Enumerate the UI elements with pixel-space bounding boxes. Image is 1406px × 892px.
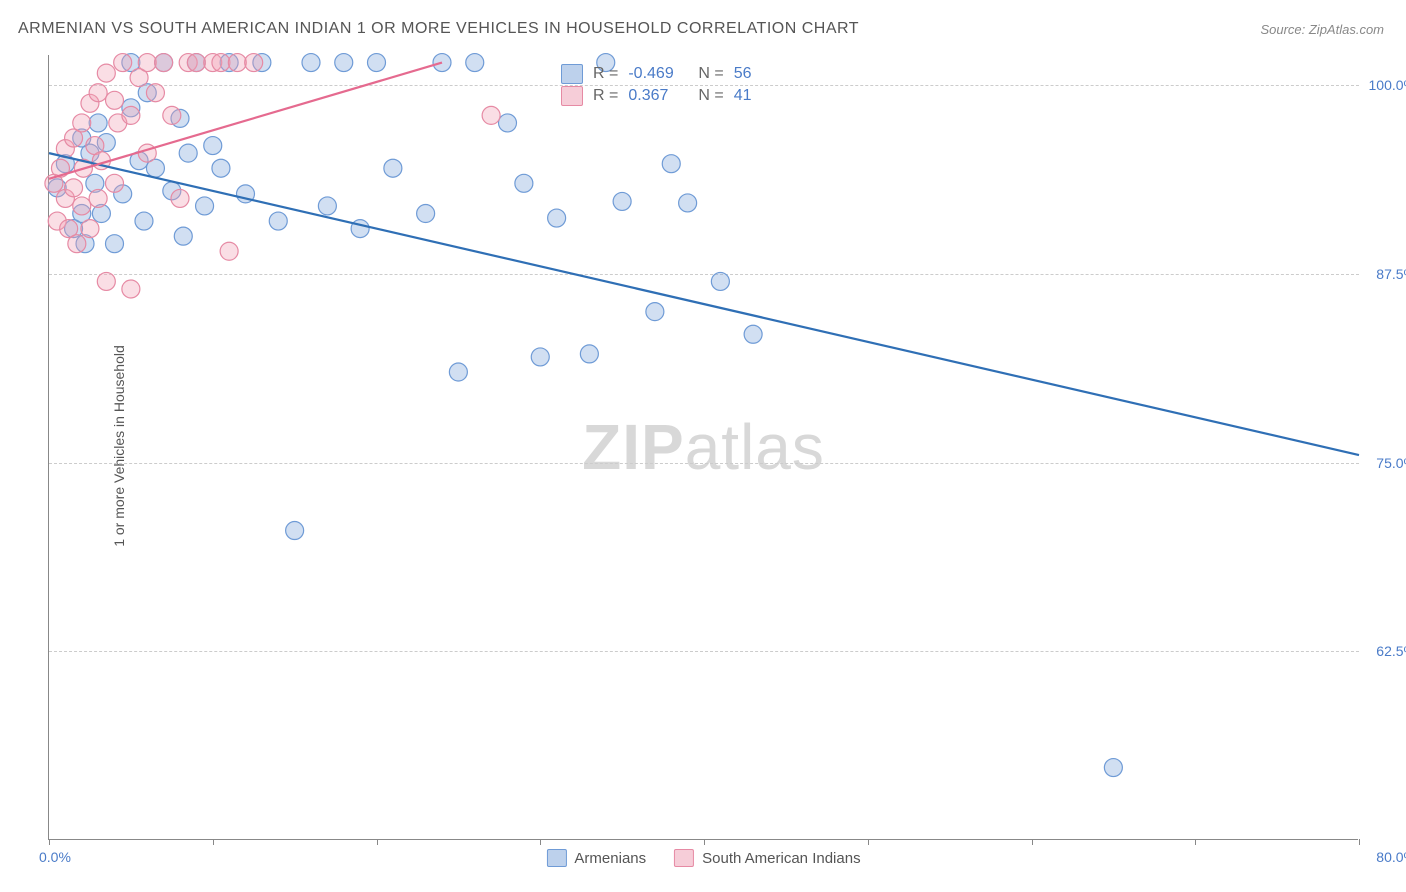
legend-item-1: South American Indians (674, 849, 860, 867)
scatter-point (466, 54, 484, 72)
y-tick-label: 87.5% (1376, 266, 1406, 282)
legend-label-0: Armenians (574, 850, 646, 867)
source-label: Source: ZipAtlas.com (1260, 22, 1384, 37)
plot-area: ZIPatlas 62.5%75.0%87.5%100.0% R = -0.46… (48, 55, 1358, 840)
scatter-point (89, 189, 107, 207)
y-tick-label: 62.5% (1376, 643, 1406, 659)
stats-swatch-series-1 (561, 86, 583, 106)
stats-r-value-0: -0.469 (628, 65, 688, 83)
y-tick-label: 100.0% (1369, 77, 1406, 93)
scatter-point (65, 179, 83, 197)
scatter-point (212, 54, 230, 72)
scatter-point (68, 235, 86, 253)
scatter-point (1104, 759, 1122, 777)
scatter-point (146, 84, 164, 102)
scatter-point (106, 235, 124, 253)
scatter-point (662, 155, 680, 173)
scatter-point (89, 114, 107, 132)
scatter-point (318, 197, 336, 215)
scatter-point (106, 174, 124, 192)
scatter-point (269, 212, 287, 230)
scatter-point (220, 242, 238, 260)
chart-container: ARMENIAN VS SOUTH AMERICAN INDIAN 1 OR M… (0, 0, 1406, 892)
stats-n-label-1: N = (698, 87, 723, 105)
stats-n-label-0: N = (698, 65, 723, 83)
stats-r-label-0: R = (593, 65, 618, 83)
scatter-point (482, 106, 500, 124)
scatter-point (155, 54, 173, 72)
stats-r-label-1: R = (593, 87, 618, 105)
scatter-point (417, 205, 435, 223)
trend-line (49, 153, 1359, 455)
scatter-point (245, 54, 263, 72)
scatter-point (163, 106, 181, 124)
scatter-point (744, 325, 762, 343)
scatter-point (114, 54, 132, 72)
scatter-point (138, 54, 156, 72)
scatter-point (174, 227, 192, 245)
scatter-point (106, 91, 124, 109)
stats-box: R = -0.469 N = 56 R = 0.367 N = 41 (555, 58, 800, 112)
scatter-point (368, 54, 386, 72)
scatter-point (204, 137, 222, 155)
scatter-point (73, 197, 91, 215)
scatter-point (384, 159, 402, 177)
scatter-point (196, 197, 214, 215)
y-tick-label: 75.0% (1376, 455, 1406, 471)
legend-bottom: Armenians South American Indians (546, 849, 860, 867)
scatter-point (97, 272, 115, 290)
legend-label-1: South American Indians (702, 850, 860, 867)
scatter-point (179, 144, 197, 162)
x-tick-mark (1359, 839, 1360, 845)
scatter-point (122, 280, 140, 298)
legend-swatch-0 (546, 849, 566, 867)
scatter-point (499, 114, 517, 132)
scatter-point (187, 54, 205, 72)
scatter-point (171, 189, 189, 207)
legend-swatch-1 (674, 849, 694, 867)
scatter-point (89, 84, 107, 102)
scatter-point (97, 64, 115, 82)
scatter-point (228, 54, 246, 72)
scatter-point (646, 303, 664, 321)
x-axis-max-label: 80.0% (1376, 849, 1406, 865)
scatter-point (73, 114, 91, 132)
stats-swatch-series-0 (561, 64, 583, 84)
scatter-point (335, 54, 353, 72)
stats-n-value-0: 56 (734, 65, 794, 83)
scatter-point (449, 363, 467, 381)
scatter-point (580, 345, 598, 363)
scatter-point (212, 159, 230, 177)
scatter-point (302, 54, 320, 72)
scatter-point (135, 212, 153, 230)
stats-row-series-1: R = 0.367 N = 41 (561, 86, 794, 106)
scatter-point (711, 272, 729, 290)
scatter-plot-svg (49, 55, 1359, 840)
scatter-point (81, 220, 99, 238)
legend-item-0: Armenians (546, 849, 646, 867)
scatter-point (531, 348, 549, 366)
scatter-point (286, 522, 304, 540)
scatter-point (679, 194, 697, 212)
chart-title: ARMENIAN VS SOUTH AMERICAN INDIAN 1 OR M… (18, 20, 859, 38)
scatter-point (122, 106, 140, 124)
stats-n-value-1: 41 (734, 87, 794, 105)
scatter-point (548, 209, 566, 227)
scatter-point (515, 174, 533, 192)
stats-row-series-0: R = -0.469 N = 56 (561, 64, 794, 84)
scatter-point (613, 192, 631, 210)
stats-r-value-1: 0.367 (628, 87, 688, 105)
x-axis-min-label: 0.0% (39, 849, 71, 865)
